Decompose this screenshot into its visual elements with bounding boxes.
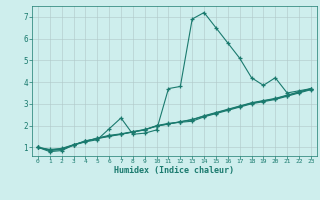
- X-axis label: Humidex (Indice chaleur): Humidex (Indice chaleur): [115, 166, 234, 175]
